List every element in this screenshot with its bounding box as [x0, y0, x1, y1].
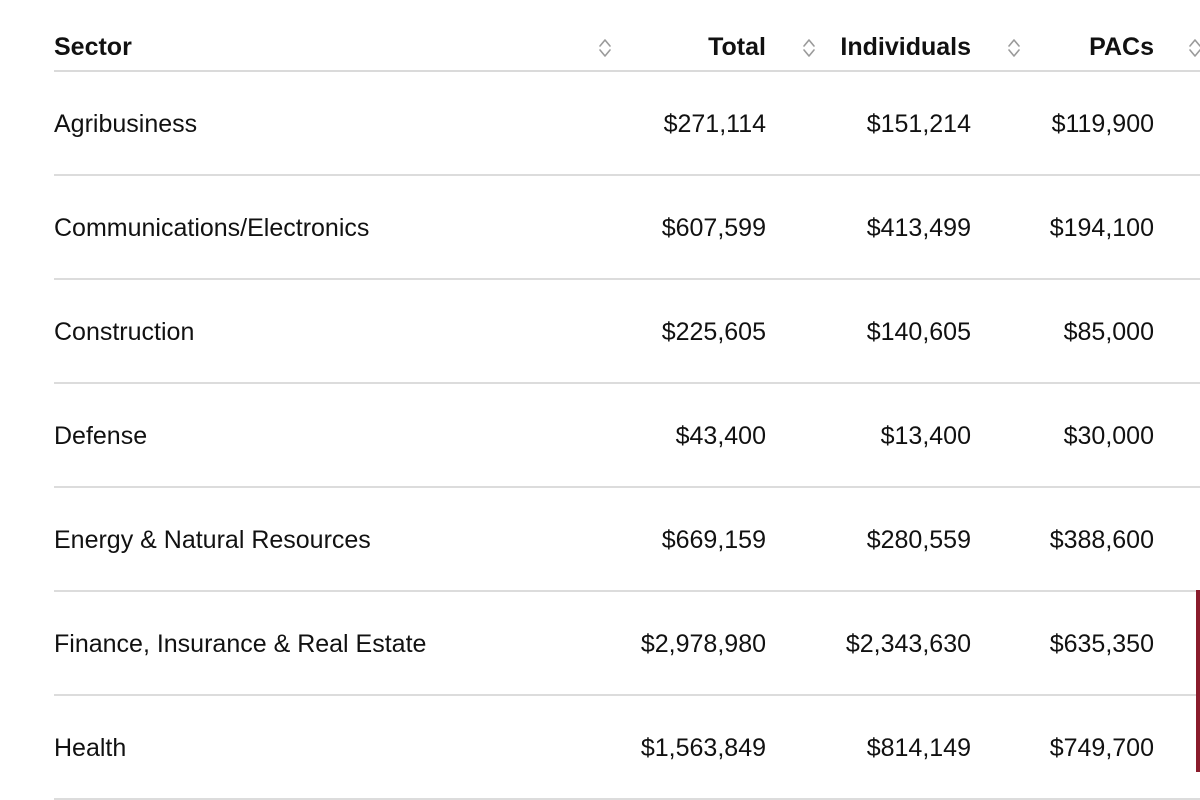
sector-cell: Communications/Electronics: [54, 214, 370, 242]
sort-icon[interactable]: [1007, 37, 1021, 59]
individuals-cell: $13,400: [880, 422, 971, 450]
table-row: Agribusiness $271,114 $151,214 $119,900: [54, 72, 1200, 176]
sector-cell: Defense: [54, 422, 148, 450]
total-cell: $271,114: [663, 110, 766, 138]
table-row: Energy & Natural Resources $669,159 $280…: [54, 488, 1200, 592]
sector-cell: Agribusiness: [54, 110, 198, 138]
sort-icon[interactable]: [598, 37, 612, 59]
pacs-cell: $635,350: [1049, 630, 1154, 658]
pacs-cell: $119,900: [1051, 110, 1154, 138]
column-header-sector[interactable]: Sector: [54, 33, 132, 61]
table-header: Sector Total Individuals PACs: [54, 0, 1200, 72]
table-row: Finance, Insurance & Real Estate $2,978,…: [54, 592, 1200, 696]
highlight-accent-bar: [1196, 590, 1200, 772]
total-cell: $43,400: [675, 422, 766, 450]
sector-cell: Finance, Insurance & Real Estate: [54, 630, 427, 658]
individuals-cell: $280,559: [866, 526, 971, 554]
sort-icon[interactable]: [802, 37, 816, 59]
individuals-cell: $814,149: [866, 734, 971, 762]
sector-cell: Health: [54, 734, 127, 762]
individuals-cell: $140,605: [866, 318, 971, 346]
individuals-cell: $151,214: [866, 110, 971, 138]
pacs-cell: $388,600: [1049, 526, 1154, 554]
pacs-cell: $749,700: [1049, 734, 1154, 762]
pacs-cell: $30,000: [1063, 422, 1154, 450]
table-row: Defense $43,400 $13,400 $30,000: [54, 384, 1200, 488]
pacs-cell: $194,100: [1049, 214, 1154, 242]
total-cell: $1,563,849: [640, 734, 766, 762]
pacs-cell: $85,000: [1063, 318, 1154, 346]
column-header-total[interactable]: Total: [708, 33, 766, 61]
sector-cell: Energy & Natural Resources: [54, 526, 371, 554]
individuals-cell: $413,499: [866, 214, 971, 242]
total-cell: $607,599: [661, 214, 766, 242]
table-row: Health $1,563,849 $814,149 $749,700: [54, 696, 1200, 800]
sector-table: Sector Total Individuals PACs Agribusine…: [54, 0, 1200, 800]
column-header-pacs[interactable]: PACs: [1089, 33, 1154, 61]
sector-cell: Construction: [54, 318, 195, 346]
total-cell: $2,978,980: [640, 630, 766, 658]
table-row: Communications/Electronics $607,599 $413…: [54, 176, 1200, 280]
column-header-individuals[interactable]: Individuals: [840, 33, 971, 61]
sort-icon[interactable]: [1188, 37, 1200, 59]
table-row: Construction $225,605 $140,605 $85,000: [54, 280, 1200, 384]
total-cell: $225,605: [661, 318, 766, 346]
individuals-cell: $2,343,630: [845, 630, 971, 658]
total-cell: $669,159: [661, 526, 766, 554]
